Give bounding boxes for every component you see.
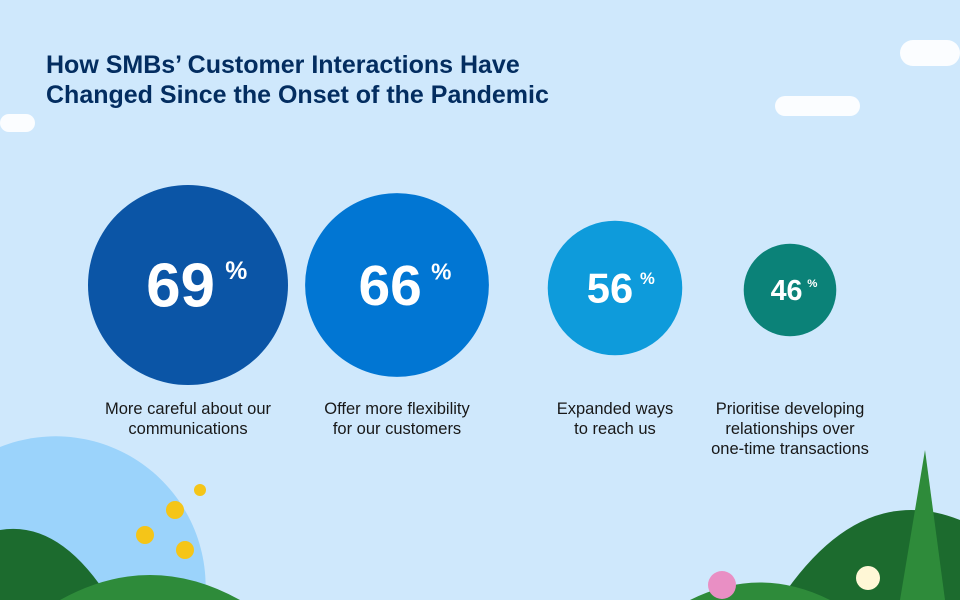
- caption-line: More careful about our: [104, 400, 271, 418]
- cloud-decoration: [0, 114, 35, 132]
- stat-bubble: [88, 185, 288, 385]
- stat-caption: Offer more flexibility for our customers: [297, 399, 497, 439]
- foliage-right-decoration: [690, 450, 960, 600]
- caption-line: Offer more flexibility: [324, 400, 470, 418]
- foliage-left-decoration: [0, 484, 240, 600]
- cloud-decoration: [900, 40, 960, 66]
- caption-line: one-time transactions: [711, 440, 869, 458]
- percent-sign: %: [640, 269, 655, 288]
- title-line-1: How SMBs’ Customer Interactions Have: [46, 51, 520, 79]
- stat-value-label: 56: [587, 265, 633, 312]
- caption-line: for our customers: [332, 420, 462, 438]
- caption-line: Prioritise developing: [715, 400, 865, 418]
- stat-value-label: 46: [771, 275, 803, 307]
- stat-caption: Expanded ways to reach us: [515, 399, 715, 439]
- percent-sign: %: [225, 258, 247, 285]
- caption-line: to reach us: [574, 420, 656, 438]
- caption-line: relationships over: [725, 420, 855, 438]
- stat-caption: More careful about our communications: [88, 399, 288, 439]
- stat-caption: Prioritise developing relationships over o…: [690, 399, 890, 459]
- caption-line: communications: [128, 420, 248, 438]
- chart-title: How SMBs’ Customer Interactions Have Cha…: [46, 50, 549, 110]
- stat-value-label: 69: [146, 252, 215, 321]
- stat-bubble: [743, 243, 837, 337]
- caption-line: Expanded ways: [556, 400, 674, 418]
- cloud-decoration: [775, 96, 860, 116]
- percent-sign: %: [431, 258, 451, 284]
- stat-bubble: [547, 220, 683, 356]
- percent-sign: %: [807, 278, 817, 290]
- stat-bubble: [305, 193, 489, 377]
- stat-value-label: 66: [358, 254, 421, 318]
- title-line-2: Changed Since the Onset of the Pandemic: [46, 81, 549, 109]
